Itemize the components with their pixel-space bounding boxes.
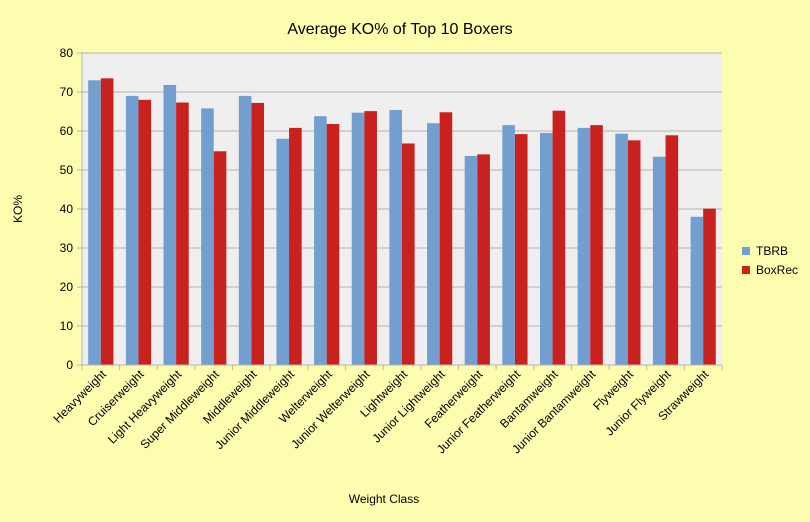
bar-boxrec [251, 102, 265, 366]
y-tick-label: 10 [60, 319, 74, 333]
bar-tbrb [163, 84, 177, 365]
bar-boxrec [402, 143, 415, 365]
bar-tbrb [201, 108, 214, 365]
y-axis-ticks: 0 10 20 30 40 50 60 70 80 [60, 46, 83, 372]
bar-tbrb [389, 109, 402, 365]
bar-boxrec [552, 110, 566, 365]
legend-swatch-tbrb [742, 247, 750, 255]
bars [88, 78, 716, 366]
x-tick-label: Junior Flyweight [602, 367, 674, 439]
y-axis-label: KO% [11, 195, 25, 223]
chart-title: Average KO% of Top 10 Boxers [287, 21, 512, 38]
bar-tbrb [502, 125, 515, 366]
bar-boxrec [439, 112, 453, 365]
bar-tbrb [652, 156, 666, 365]
y-tick-label: 60 [60, 124, 74, 138]
bar-boxrec [477, 154, 490, 365]
x-axis-label: Weight Class [349, 492, 419, 506]
bar-boxrec [213, 151, 227, 365]
bar-tbrb [276, 138, 290, 365]
legend-label-tbrb: TBRB [756, 244, 788, 258]
bar-boxrec [176, 102, 189, 365]
bar-tbrb [577, 127, 591, 365]
y-tick-label: 0 [66, 358, 73, 372]
bar-boxrec [289, 127, 302, 365]
legend-swatch-boxrec [742, 266, 750, 274]
bar-boxrec [665, 135, 679, 365]
bar-boxrec [138, 99, 152, 366]
bar-boxrec [364, 111, 377, 365]
y-tick-label: 40 [60, 202, 74, 216]
bar-boxrec [590, 125, 603, 366]
bar-tbrb [88, 80, 101, 366]
bar-boxrec [514, 134, 528, 365]
bar-boxrec [703, 208, 716, 365]
y-tick-label: 70 [60, 85, 74, 99]
bar-boxrec [326, 123, 340, 365]
bar-tbrb [238, 95, 252, 366]
bar-tbrb [539, 132, 553, 365]
bar-tbrb [314, 116, 327, 366]
y-tick-label: 50 [60, 163, 74, 177]
legend: TBRB BoxRec [742, 244, 798, 277]
bar-tbrb [125, 95, 139, 366]
bar-tbrb [615, 133, 628, 365]
bar-tbrb [427, 123, 440, 365]
bar-tbrb [464, 155, 478, 365]
y-tick-label: 80 [60, 46, 74, 60]
bar-boxrec [627, 140, 641, 365]
bar-tbrb [690, 216, 704, 365]
y-tick-label: 30 [60, 241, 74, 255]
legend-label-boxrec: BoxRec [756, 263, 798, 277]
y-tick-label: 20 [60, 280, 74, 294]
bar-tbrb [351, 112, 365, 365]
bar-boxrec [100, 78, 114, 365]
